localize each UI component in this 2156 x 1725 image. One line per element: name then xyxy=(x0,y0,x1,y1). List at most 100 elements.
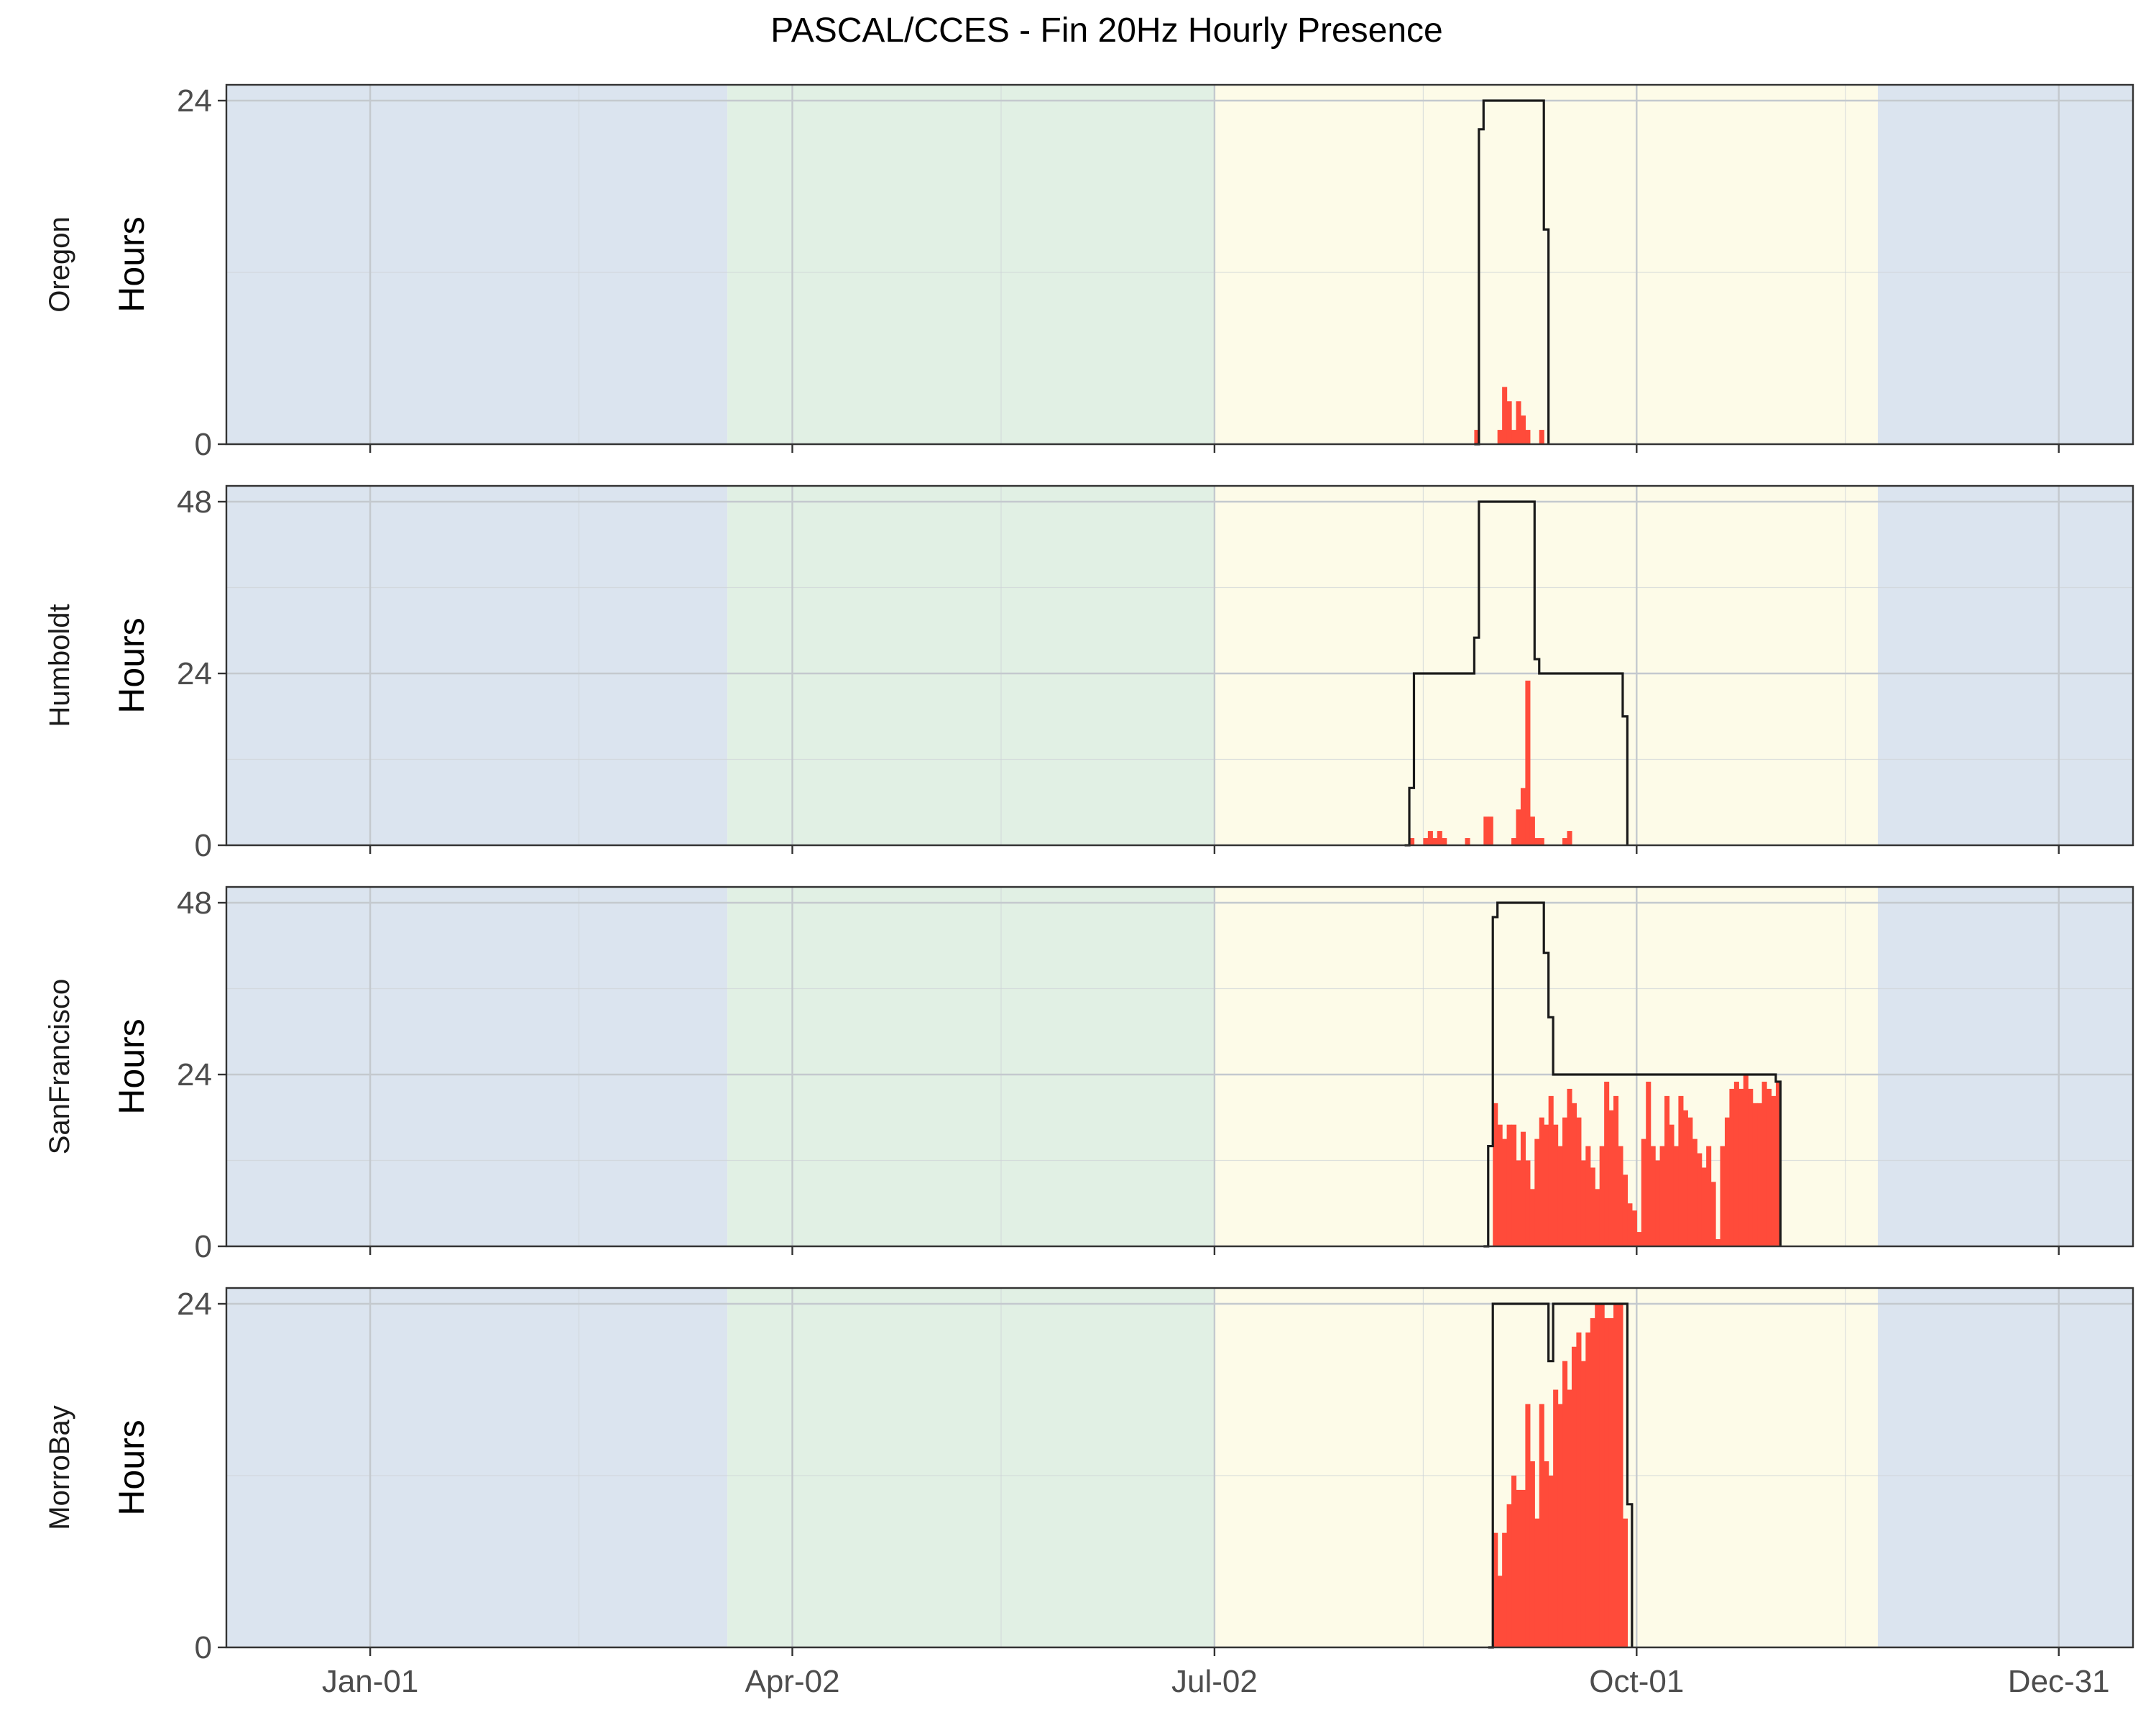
presence-bar xyxy=(1529,816,1535,845)
presence-bar xyxy=(1733,1081,1739,1246)
presence-bar xyxy=(1497,1124,1503,1246)
presence-bar xyxy=(1506,1504,1512,1647)
presence-bar xyxy=(1520,1489,1526,1647)
presence-bar xyxy=(1766,1088,1772,1246)
presence-bar xyxy=(1562,1117,1568,1246)
x-tick-label: Dec-31 xyxy=(2008,1664,2110,1699)
y-axis-label: Hours xyxy=(111,1018,152,1114)
presence-bar xyxy=(1502,1532,1508,1647)
presence-bar xyxy=(1706,1146,1712,1246)
y-tick-label: 48 xyxy=(177,886,212,921)
presence-bar xyxy=(1710,1182,1716,1246)
presence-bar xyxy=(1409,838,1415,845)
panel-border xyxy=(225,484,2134,847)
x-tick-label: Oct-01 xyxy=(1589,1664,1684,1699)
presence-bar xyxy=(1539,430,1544,444)
presence-bar xyxy=(1497,430,1503,444)
presence-bar xyxy=(1474,430,1480,444)
presence-bar xyxy=(1497,1576,1503,1647)
y-tick-label: 0 xyxy=(195,1229,212,1264)
presence-bar xyxy=(1525,1404,1531,1647)
presence-bar xyxy=(1669,1124,1674,1246)
y-tick-label: 0 xyxy=(195,1630,212,1665)
presence-bar xyxy=(1567,831,1572,845)
presence-bar xyxy=(1748,1088,1754,1246)
presence-bar xyxy=(1423,838,1429,845)
presence-bar xyxy=(1529,1189,1535,1246)
presence-bar xyxy=(1604,1081,1610,1246)
presence-bar xyxy=(1539,1404,1544,1647)
presence-bar xyxy=(1618,1304,1623,1647)
presence-bar xyxy=(1599,1304,1605,1647)
presence-bar xyxy=(1641,1138,1646,1246)
presence-bar xyxy=(1511,1476,1517,1647)
presence-bar xyxy=(1427,831,1433,845)
x-tick-label: Apr-02 xyxy=(745,1664,839,1699)
presence-bar xyxy=(1697,1153,1703,1246)
presence-bar xyxy=(1692,1138,1697,1246)
presence-bar xyxy=(1465,838,1470,845)
presence-bar xyxy=(1502,1138,1508,1246)
presence-bar xyxy=(1580,1160,1586,1246)
presence-bar xyxy=(1567,1389,1572,1647)
presence-bar xyxy=(1729,1088,1735,1246)
presence-bar xyxy=(1511,1124,1517,1246)
presence-bar xyxy=(1511,838,1517,845)
presence-bar xyxy=(1636,1232,1642,1246)
presence-bar xyxy=(1590,1317,1595,1647)
panel-label: Oregon xyxy=(44,216,75,312)
season-band xyxy=(727,486,1215,845)
presence-bar xyxy=(1608,1317,1614,1647)
presence-bar xyxy=(1539,1117,1544,1246)
presence-bar xyxy=(1506,401,1512,444)
presence-bar xyxy=(1557,1404,1563,1647)
presence-bar xyxy=(1720,1146,1726,1246)
presence-bar xyxy=(1525,680,1531,845)
presence-bar xyxy=(1646,1081,1651,1246)
panel-morrobay: 0 24 Hours MorroBay xyxy=(44,1287,2134,1665)
presence-bar xyxy=(1631,1210,1637,1246)
presence-bar xyxy=(1682,1110,1688,1246)
presence-bar xyxy=(1595,1189,1600,1246)
season-band xyxy=(1214,85,1878,444)
presence-bar xyxy=(1678,1095,1684,1246)
y-axis-label: Hours xyxy=(111,216,152,312)
presence-bar xyxy=(1562,838,1568,845)
presence-bar xyxy=(1511,430,1517,444)
panel-label: Humboldt xyxy=(44,604,75,727)
y-tick-label: 24 xyxy=(177,83,212,119)
x-tick-label: Jan-01 xyxy=(322,1664,419,1699)
y-tick-label: 48 xyxy=(177,484,212,520)
presence-bar xyxy=(1604,1317,1610,1647)
presence-bar xyxy=(1752,1103,1758,1246)
presence-bar xyxy=(1502,387,1508,444)
season-band xyxy=(1877,1288,2133,1647)
presence-bar xyxy=(1771,1095,1777,1246)
presence-bar xyxy=(1618,1146,1623,1246)
presence-bar xyxy=(1622,1174,1628,1246)
presence-bar xyxy=(1567,1088,1572,1246)
presence-bar xyxy=(1562,1361,1568,1647)
season-band xyxy=(1877,887,2133,1246)
presence-bar xyxy=(1775,1081,1782,1246)
presence-bar xyxy=(1534,1138,1540,1246)
presence-bar xyxy=(1571,1103,1577,1246)
chart-title: PASCAL/CCES - Fin 20Hz Hourly Presence xyxy=(770,12,1442,50)
presence-bar xyxy=(1673,1146,1680,1246)
presence-bar xyxy=(1622,1518,1628,1647)
panel-sanfrancisco: 0 24 48 Hours SanFrancisco xyxy=(44,886,2134,1264)
presence-bar xyxy=(1650,1146,1656,1246)
presence-bar xyxy=(1608,1110,1614,1246)
presence-bar xyxy=(1493,1103,1498,1246)
season-band xyxy=(226,85,728,444)
presence-bar xyxy=(1493,1532,1498,1647)
season-band xyxy=(727,1288,1215,1647)
season-band xyxy=(1877,85,2133,444)
effort-line xyxy=(1483,901,1782,1248)
presence-bar xyxy=(1743,1075,1749,1246)
presence-bar xyxy=(1483,816,1489,845)
effort-line xyxy=(1404,500,1629,847)
presence-bar xyxy=(1516,809,1521,845)
presence-bar xyxy=(1659,1146,1665,1246)
